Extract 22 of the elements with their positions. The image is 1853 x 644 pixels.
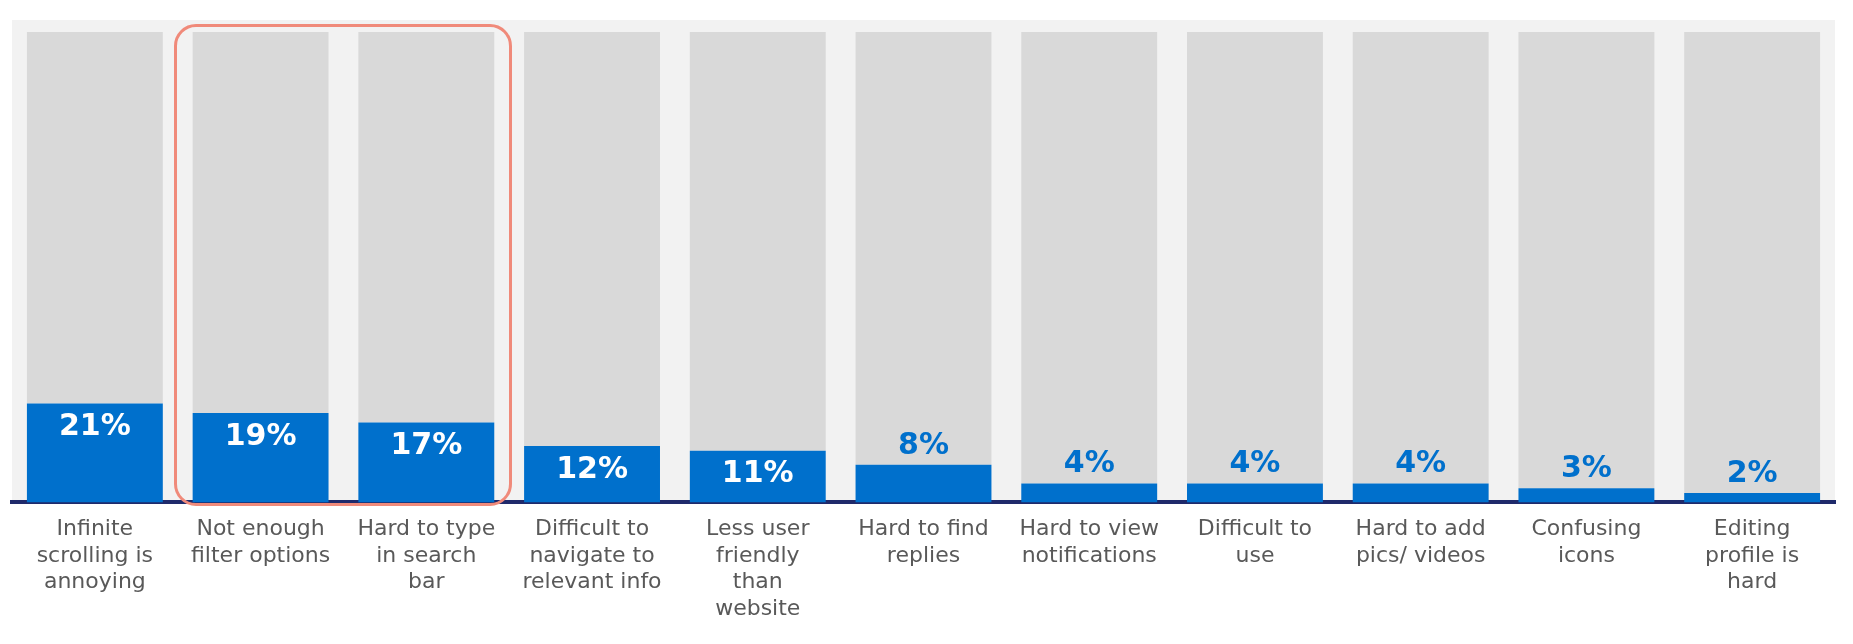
x-tick-label: Hard to type in search bar bbox=[357, 515, 496, 594]
x-tick-label: Less user friendly than website bbox=[706, 515, 811, 620]
data-label: 21% bbox=[58, 407, 131, 443]
x-tick-label: Hard to view notifications bbox=[1019, 515, 1159, 567]
data-label: 4% bbox=[1229, 444, 1281, 480]
data-label: 17% bbox=[390, 426, 463, 462]
data-label: 3% bbox=[1560, 449, 1612, 485]
x-tick-label: Confusing icons bbox=[1531, 515, 1642, 567]
x-tick-label: Hard to add pics/ videos bbox=[1355, 515, 1486, 567]
data-label: 4% bbox=[1063, 444, 1115, 480]
x-tick-label: Difficult to navigate to relevant info bbox=[522, 515, 662, 594]
data-label: 4% bbox=[1395, 444, 1447, 480]
data-label: 12% bbox=[556, 449, 628, 485]
data-label: 2% bbox=[1726, 453, 1778, 489]
x-tick-label: Infinite scrolling is annoying bbox=[36, 515, 154, 594]
x-tick-label: Difficult to use bbox=[1197, 515, 1313, 567]
data-label: 8% bbox=[898, 425, 949, 461]
x-tick-label: Not enough filter options bbox=[190, 515, 331, 567]
x-tick-label: Editing profile is hard bbox=[1705, 515, 1800, 594]
x-tick-label: Hard to find replies bbox=[858, 515, 989, 567]
data-label: 11% bbox=[721, 454, 794, 490]
data-label: 19% bbox=[224, 416, 297, 452]
